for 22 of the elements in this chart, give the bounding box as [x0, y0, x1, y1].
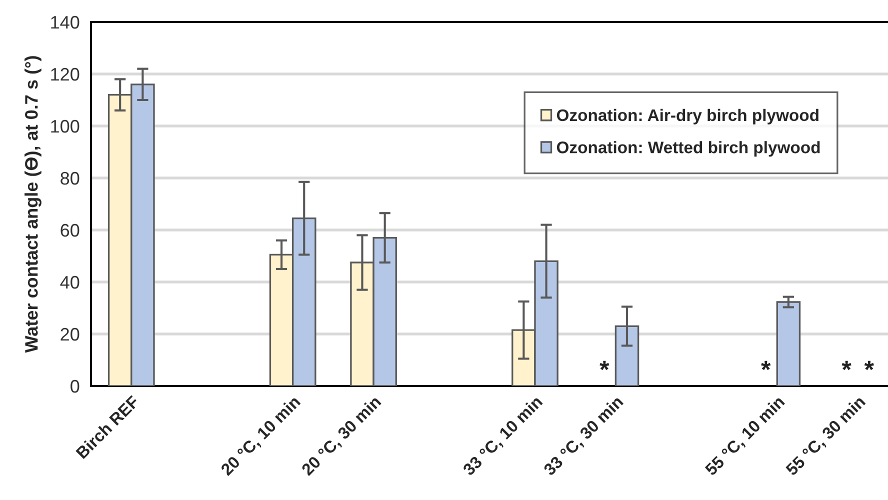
y-axis-title: Water contact angle (ϴ), at 0.7 s (°): [24, 56, 42, 353]
text: *: [600, 360, 610, 370]
text: *: [842, 360, 852, 370]
x-tick-label: 55 °C, 30 min: [784, 395, 868, 478]
y-tick-label: 120: [51, 68, 80, 81]
y-tick-label: 140: [51, 16, 80, 29]
text: *: [864, 360, 874, 370]
y-tick-label: 20: [60, 328, 80, 341]
y-tick-label: 100: [51, 120, 80, 133]
y-tick-label: 0: [70, 380, 80, 393]
y-tick-label: 40: [60, 276, 80, 289]
bar: [776, 301, 801, 386]
y-tick-label: 80: [60, 172, 80, 185]
text: *: [761, 360, 771, 370]
legend-label: Ozonation: Air-dry birch plywood: [556, 108, 818, 124]
x-tick-label: 20 °C, 10 min: [220, 395, 302, 478]
legend-label: Ozonation: Wetted birch plywood: [556, 141, 820, 157]
x-tick-label: 20 °C, 30 min: [300, 395, 384, 478]
x-tick-label: 55 °C, 10 min: [704, 395, 787, 478]
y-tick-label: 60: [60, 224, 80, 237]
x-tick-label: 33 °C, 10 min: [462, 395, 545, 478]
x-tick-label: 33 °C, 30 min: [542, 395, 626, 478]
